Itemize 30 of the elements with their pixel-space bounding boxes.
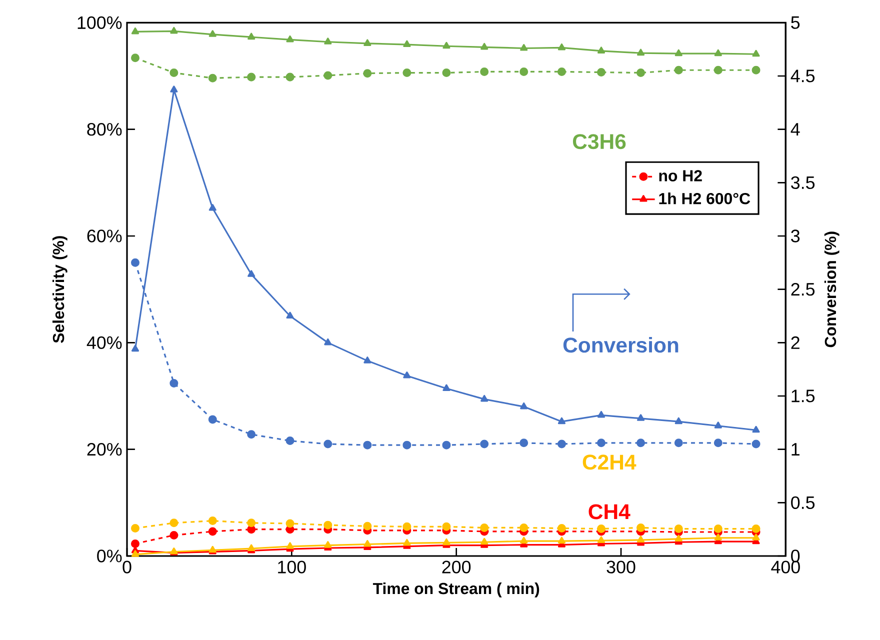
x-tick-label: 0 [122,560,132,574]
y-tick-label: 60% [87,230,122,242]
y-tick-label: 20% [87,442,122,456]
y-tick-label: 0% [97,550,122,562]
legend-label: no H2 [659,170,702,182]
x-tick-label: 400 [771,560,800,574]
x-axis-title: Time on Stream ( min) [372,582,540,598]
y2-tick-label: 3 [791,230,800,242]
annotation: C2H4 [582,454,636,470]
y2-tick-label: 4 [790,123,800,136]
x-tick-label: 300 [606,560,636,574]
annotation: C3H6 [572,134,626,150]
y-tick-label: 100% [78,16,122,29]
y2-tick-label: 4.5 [790,70,815,82]
y2-axis-title: Conversion (%) [824,232,840,348]
y2-tick-label: 1.5 [792,390,815,402]
annotation: Conversion [563,337,678,353]
y2-tick-label: 3.5 [791,176,815,190]
x-tick-label: 200 [442,560,471,574]
y2-tick-label: 2.5 [791,282,815,296]
y2-tick-label: 5 [791,16,800,29]
y-axis-title: Selectivity (%) [52,236,68,343]
y-tick-label: 40% [86,336,122,350]
annotation: CH4 [588,504,630,520]
y2-tick-label: 1 [792,443,800,456]
y2-tick-label: 2 [791,336,800,349]
x-tick-label: 100 [278,560,306,574]
y2-tick-label: 0.5 [791,496,815,510]
legend-label: 1h H2 600°C [659,192,750,204]
y-tick-label: 80% [87,122,122,136]
